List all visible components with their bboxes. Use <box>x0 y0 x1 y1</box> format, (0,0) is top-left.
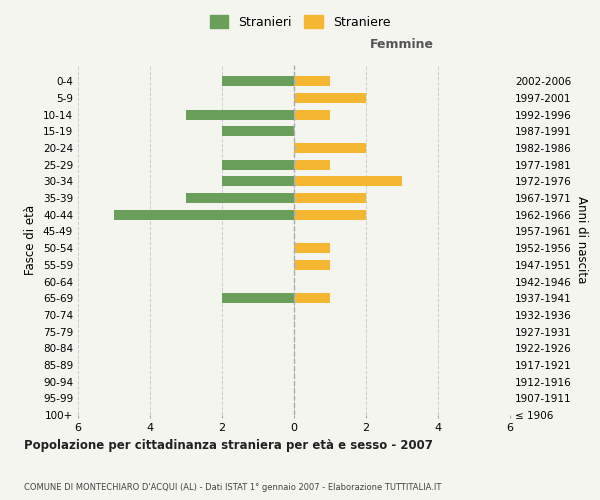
Bar <box>294 143 366 153</box>
Bar <box>294 176 402 186</box>
Bar <box>294 76 330 86</box>
Bar <box>222 176 294 186</box>
Y-axis label: Fasce di età: Fasce di età <box>25 205 37 275</box>
Bar <box>294 210 366 220</box>
Legend: Stranieri, Straniere: Stranieri, Straniere <box>206 11 394 32</box>
Bar <box>114 210 294 220</box>
Text: Femmine: Femmine <box>370 38 434 51</box>
Text: COMUNE DI MONTECHIARO D'ACQUI (AL) - Dati ISTAT 1° gennaio 2007 - Elaborazione T: COMUNE DI MONTECHIARO D'ACQUI (AL) - Dat… <box>24 484 442 492</box>
Text: Popolazione per cittadinanza straniera per età e sesso - 2007: Popolazione per cittadinanza straniera p… <box>24 440 433 452</box>
Bar <box>294 243 330 253</box>
Bar <box>222 126 294 136</box>
Bar <box>186 110 294 120</box>
Bar <box>294 110 330 120</box>
Bar <box>222 76 294 86</box>
Bar <box>294 93 366 103</box>
Bar <box>222 293 294 303</box>
Bar <box>222 160 294 170</box>
Bar <box>294 293 330 303</box>
Y-axis label: Anni di nascita: Anni di nascita <box>575 196 588 284</box>
Bar <box>294 160 330 170</box>
Bar <box>294 260 330 270</box>
Bar <box>186 193 294 203</box>
Bar <box>294 193 366 203</box>
